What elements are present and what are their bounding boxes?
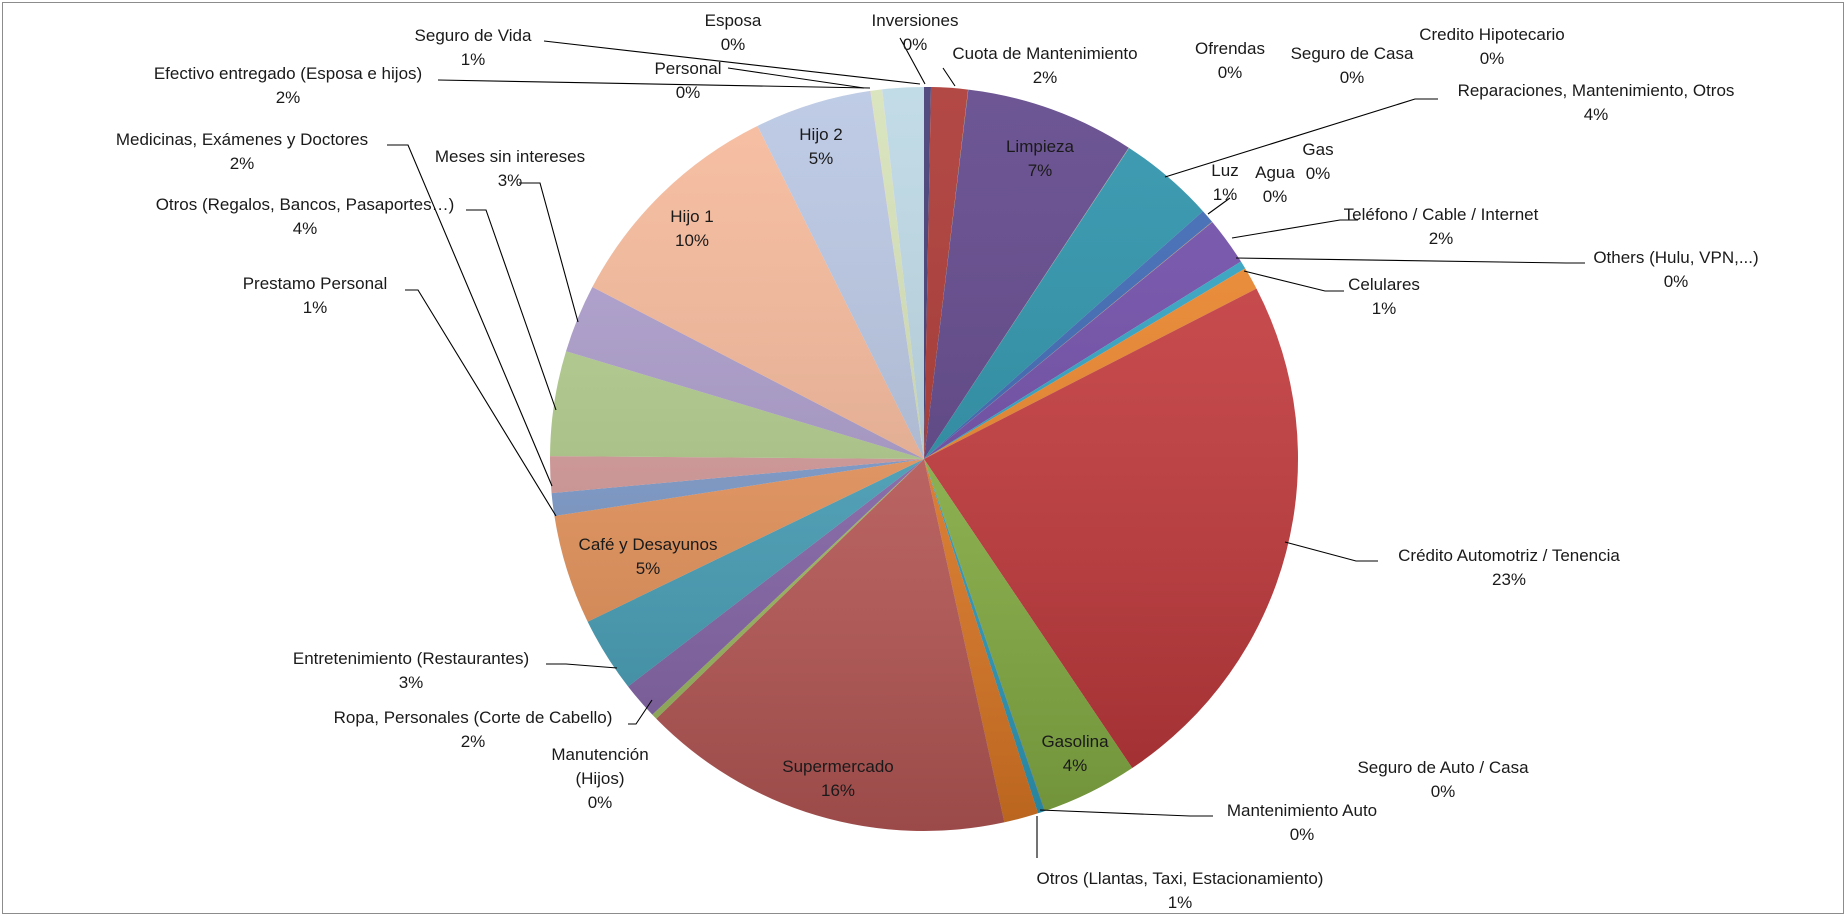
leader-line-26 [519,182,579,323]
leader-line-13 [1284,541,1378,562]
leader-line-0 [899,37,926,85]
leader-line-21 [546,663,618,669]
slice-label-30: Efectivo entregado (Esposa e hijos) 2% [154,64,422,107]
slice-label-7: Luz 1% [1211,161,1238,204]
slice-label-6: Reparaciones, Mantenimiento, Otros 4% [1458,81,1735,124]
leader-line-29 [727,67,865,89]
slice-label-4: Seguro de Casa 0% [1291,44,1414,87]
leader-line-23 [405,289,557,517]
leader-line-32 [543,40,921,85]
leader-line-1 [942,67,956,87]
slice-label-12: Celulares 1% [1348,275,1420,318]
leader-line-10 [1231,219,1358,239]
slice-label-10: Teléfono / Cable / Internet 2% [1344,205,1539,248]
slice-label-26: Meses sin intereses 3% [435,147,585,190]
slice-label-24: Medicinas, Exámenes y Doctores 2% [116,130,368,173]
slice-label-16: Mantenimiento Auto 0% [1227,801,1377,844]
leader-line-24 [387,144,553,487]
slice-label-25: Otros (Regalos, Bancos, Pasaportes…) 4% [156,195,455,238]
slice-label-9: Agua 0% [1255,163,1295,206]
slice-label-15: Seguro de Auto / Casa 0% [1357,758,1529,801]
leader-line-12 [1243,270,1344,292]
slice-label-3: Limpieza 7% [1006,137,1075,180]
data-labels: Inversiones 0% Cuota de Mantenimiento 2% Ofr… [116,11,1759,912]
slice-label-11: Others (Hulu, VPN,...) 0% [1593,248,1758,291]
slice-label-29: Personal 0% [654,59,721,102]
leader-line-25 [466,209,557,411]
pie-slices [549,86,1299,831]
slice-label-14: Gasolina 4% [1041,732,1109,775]
slice-label-23: Prestamo Personal 1% [243,274,388,317]
slice-label-21: Entretenimiento (Restaurantes) 3% [293,649,529,692]
leader-line-30 [437,79,871,89]
leader-line-6 [1164,98,1438,178]
leader-lines [387,37,1585,858]
slice-label-13: Crédito Automotriz / Tenencia 23% [1398,546,1620,589]
slice-label-32: Seguro de Vida 1% [415,26,532,69]
slice-label-17: Otros (Llantas, Taxi, Estacionamiento) 1% [1037,869,1324,912]
leader-line-16 [1039,809,1213,817]
slice-label-1: Cuota de Mantenimiento 2% [952,44,1137,87]
slice-label-18: Supermercado 16% [782,757,894,800]
slice-label-27: Hijo 1 10% [670,207,713,250]
leader-line-20 [628,699,653,725]
slice-label-22: Café y Desayunos 5% [579,535,718,578]
slice-label-2: Ofrendas 0% [1195,39,1265,82]
slice-label-31: Esposa 0% [705,11,762,54]
leader-line-7 [1207,197,1231,215]
slice-label-8: Gas 0% [1302,140,1333,183]
slice-label-20: Ropa, Personales (Corte de Cabello) 2% [334,708,613,751]
leader-line-11 [1235,257,1585,264]
slice-label-19: Manutención (Hijos) 0% [551,745,648,812]
slice-label-28: Hijo 2 5% [799,125,842,168]
slice-label-5: Credito Hipotecario 0% [1419,25,1565,68]
slice-label-0: Inversiones 0% [872,11,959,54]
